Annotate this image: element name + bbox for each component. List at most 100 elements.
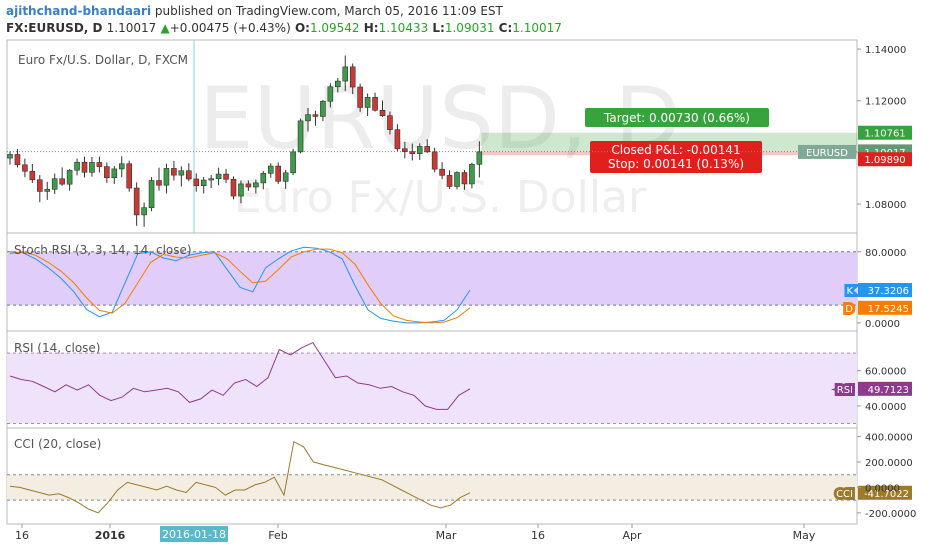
series-tag: D [845, 304, 853, 315]
series-line-d [9, 248, 471, 324]
rsi-pane-title: RSI (14, close) [14, 341, 100, 355]
symbol-name: FX:EURUSD, D [6, 21, 103, 35]
candle [223, 173, 229, 180]
candles [7, 55, 857, 227]
candle [372, 97, 378, 111]
high-label: H: [363, 21, 379, 35]
candle [402, 148, 408, 152]
time-axis[interactable]: 16 2016 2016-01-18 Feb Mar 16 Apr May [15, 524, 816, 542]
candle [36, 179, 43, 192]
indicator-tick-label: 0.0000 [865, 319, 900, 330]
watermark-description: Euro Fx/U.S. Dollar [234, 172, 647, 223]
candle [461, 172, 468, 185]
price-tag: 1.09890 [864, 155, 905, 166]
candle [282, 172, 289, 182]
value-tag: -41.7022 [864, 489, 909, 500]
candle [334, 80, 341, 88]
symbol-tag-bg [798, 144, 856, 159]
author-link[interactable]: ajithchand-bhandaari [6, 4, 152, 18]
cci-pane: -41.7022 CCI 400.0000 200.0000 0.0000 -200.00… [7, 433, 916, 520]
candle [208, 178, 214, 181]
candle [215, 173, 222, 180]
value-tag-bg [858, 300, 912, 315]
time-tick-label: Mar [436, 529, 457, 542]
series-tag: K [846, 286, 853, 297]
candle [476, 151, 483, 165]
candle [446, 175, 453, 187]
candle [439, 168, 445, 176]
candle [178, 170, 185, 176]
band-fill [7, 474, 857, 501]
candle [148, 180, 155, 208]
candle [275, 165, 282, 182]
candle [96, 162, 103, 167]
high-value: 1.10433 [378, 21, 429, 35]
price-tick-label: 1.14000 [865, 45, 906, 56]
up-arrow-icon: ▲ [160, 21, 170, 35]
series-line-k [9, 246, 471, 324]
candle [364, 97, 371, 108]
indicator-tick-label: 400.0000 [865, 433, 913, 444]
publish-info: ajithchand-bhandaari published on Tradin… [6, 4, 503, 18]
candle [104, 166, 110, 179]
candle [431, 151, 438, 170]
close-label: C: [498, 21, 513, 35]
last-price: 1.10017 [106, 21, 157, 35]
value-tag-bg [858, 381, 912, 396]
value-tag: 17.5245 [868, 304, 909, 315]
candle [238, 183, 244, 197]
candle [387, 115, 393, 130]
symbol-tag: EURUSD [806, 148, 848, 159]
candle [312, 114, 319, 117]
candle [89, 162, 95, 173]
candle [327, 86, 334, 102]
indicator-tick-label: -200.0000 [865, 509, 916, 520]
stoch-pane-title: Stoch RSI (3, 3, 14, 14, close) [14, 243, 192, 257]
candle [379, 109, 386, 117]
candle [357, 86, 363, 108]
time-tick-label: 16 [15, 529, 29, 542]
candle [297, 120, 304, 153]
stop-label: Stop: 0.00141 (0.13%) [608, 157, 744, 171]
candle [141, 207, 147, 216]
open-value: 1.09542 [309, 21, 360, 35]
candle [22, 164, 28, 172]
candle [126, 163, 132, 189]
candle [29, 170, 36, 181]
candle [163, 168, 170, 186]
crosshair-date: 2016-01-18 [162, 528, 226, 541]
band-fill [7, 251, 857, 306]
candle [81, 161, 88, 173]
candle [253, 182, 259, 188]
price-axis[interactable]: 1.140001.120001.100001.08000EURUSD1.1076… [798, 45, 912, 211]
candle [14, 154, 21, 166]
target-label-bg [585, 108, 769, 127]
time-tick-label: Feb [268, 529, 287, 542]
pnl-label: Closed P&L: -0.00141 [611, 143, 740, 157]
indicator-tick-label: 200.0000 [865, 458, 913, 469]
candle [260, 173, 267, 184]
candle [230, 178, 237, 197]
candle [342, 66, 349, 82]
price-tag-bg [858, 125, 912, 140]
symbol-info: FX:EURUSD, D 1.10017 ▲+0.00475 (+0.43%) … [6, 21, 562, 35]
position-tool[interactable]: Target: 0.00730 (0.66%) Closed P&L: -0.00… [481, 108, 857, 173]
candle [320, 100, 326, 117]
price-tag: 1.10761 [864, 129, 905, 140]
value-tag: 49.7123 [868, 385, 909, 396]
stoch-rsi-pane: 37.3206 K 17.5245 D 80.0000 0.0000 [7, 246, 912, 330]
candle [7, 154, 13, 159]
price-tick-label: 1.12000 [865, 97, 906, 108]
indicator-tick-label: 0.0000 [865, 483, 900, 494]
value-tag-bg [858, 485, 912, 500]
crosshair-date-bg [160, 526, 228, 542]
candle [416, 146, 423, 154]
candle [44, 189, 51, 192]
candle [133, 187, 140, 216]
value-tag: 37.3206 [868, 286, 909, 297]
indicator-tick-label: 80.0000 [865, 248, 906, 259]
candle [290, 151, 296, 174]
band-fill [7, 353, 857, 424]
price-tag-bg [858, 152, 912, 167]
